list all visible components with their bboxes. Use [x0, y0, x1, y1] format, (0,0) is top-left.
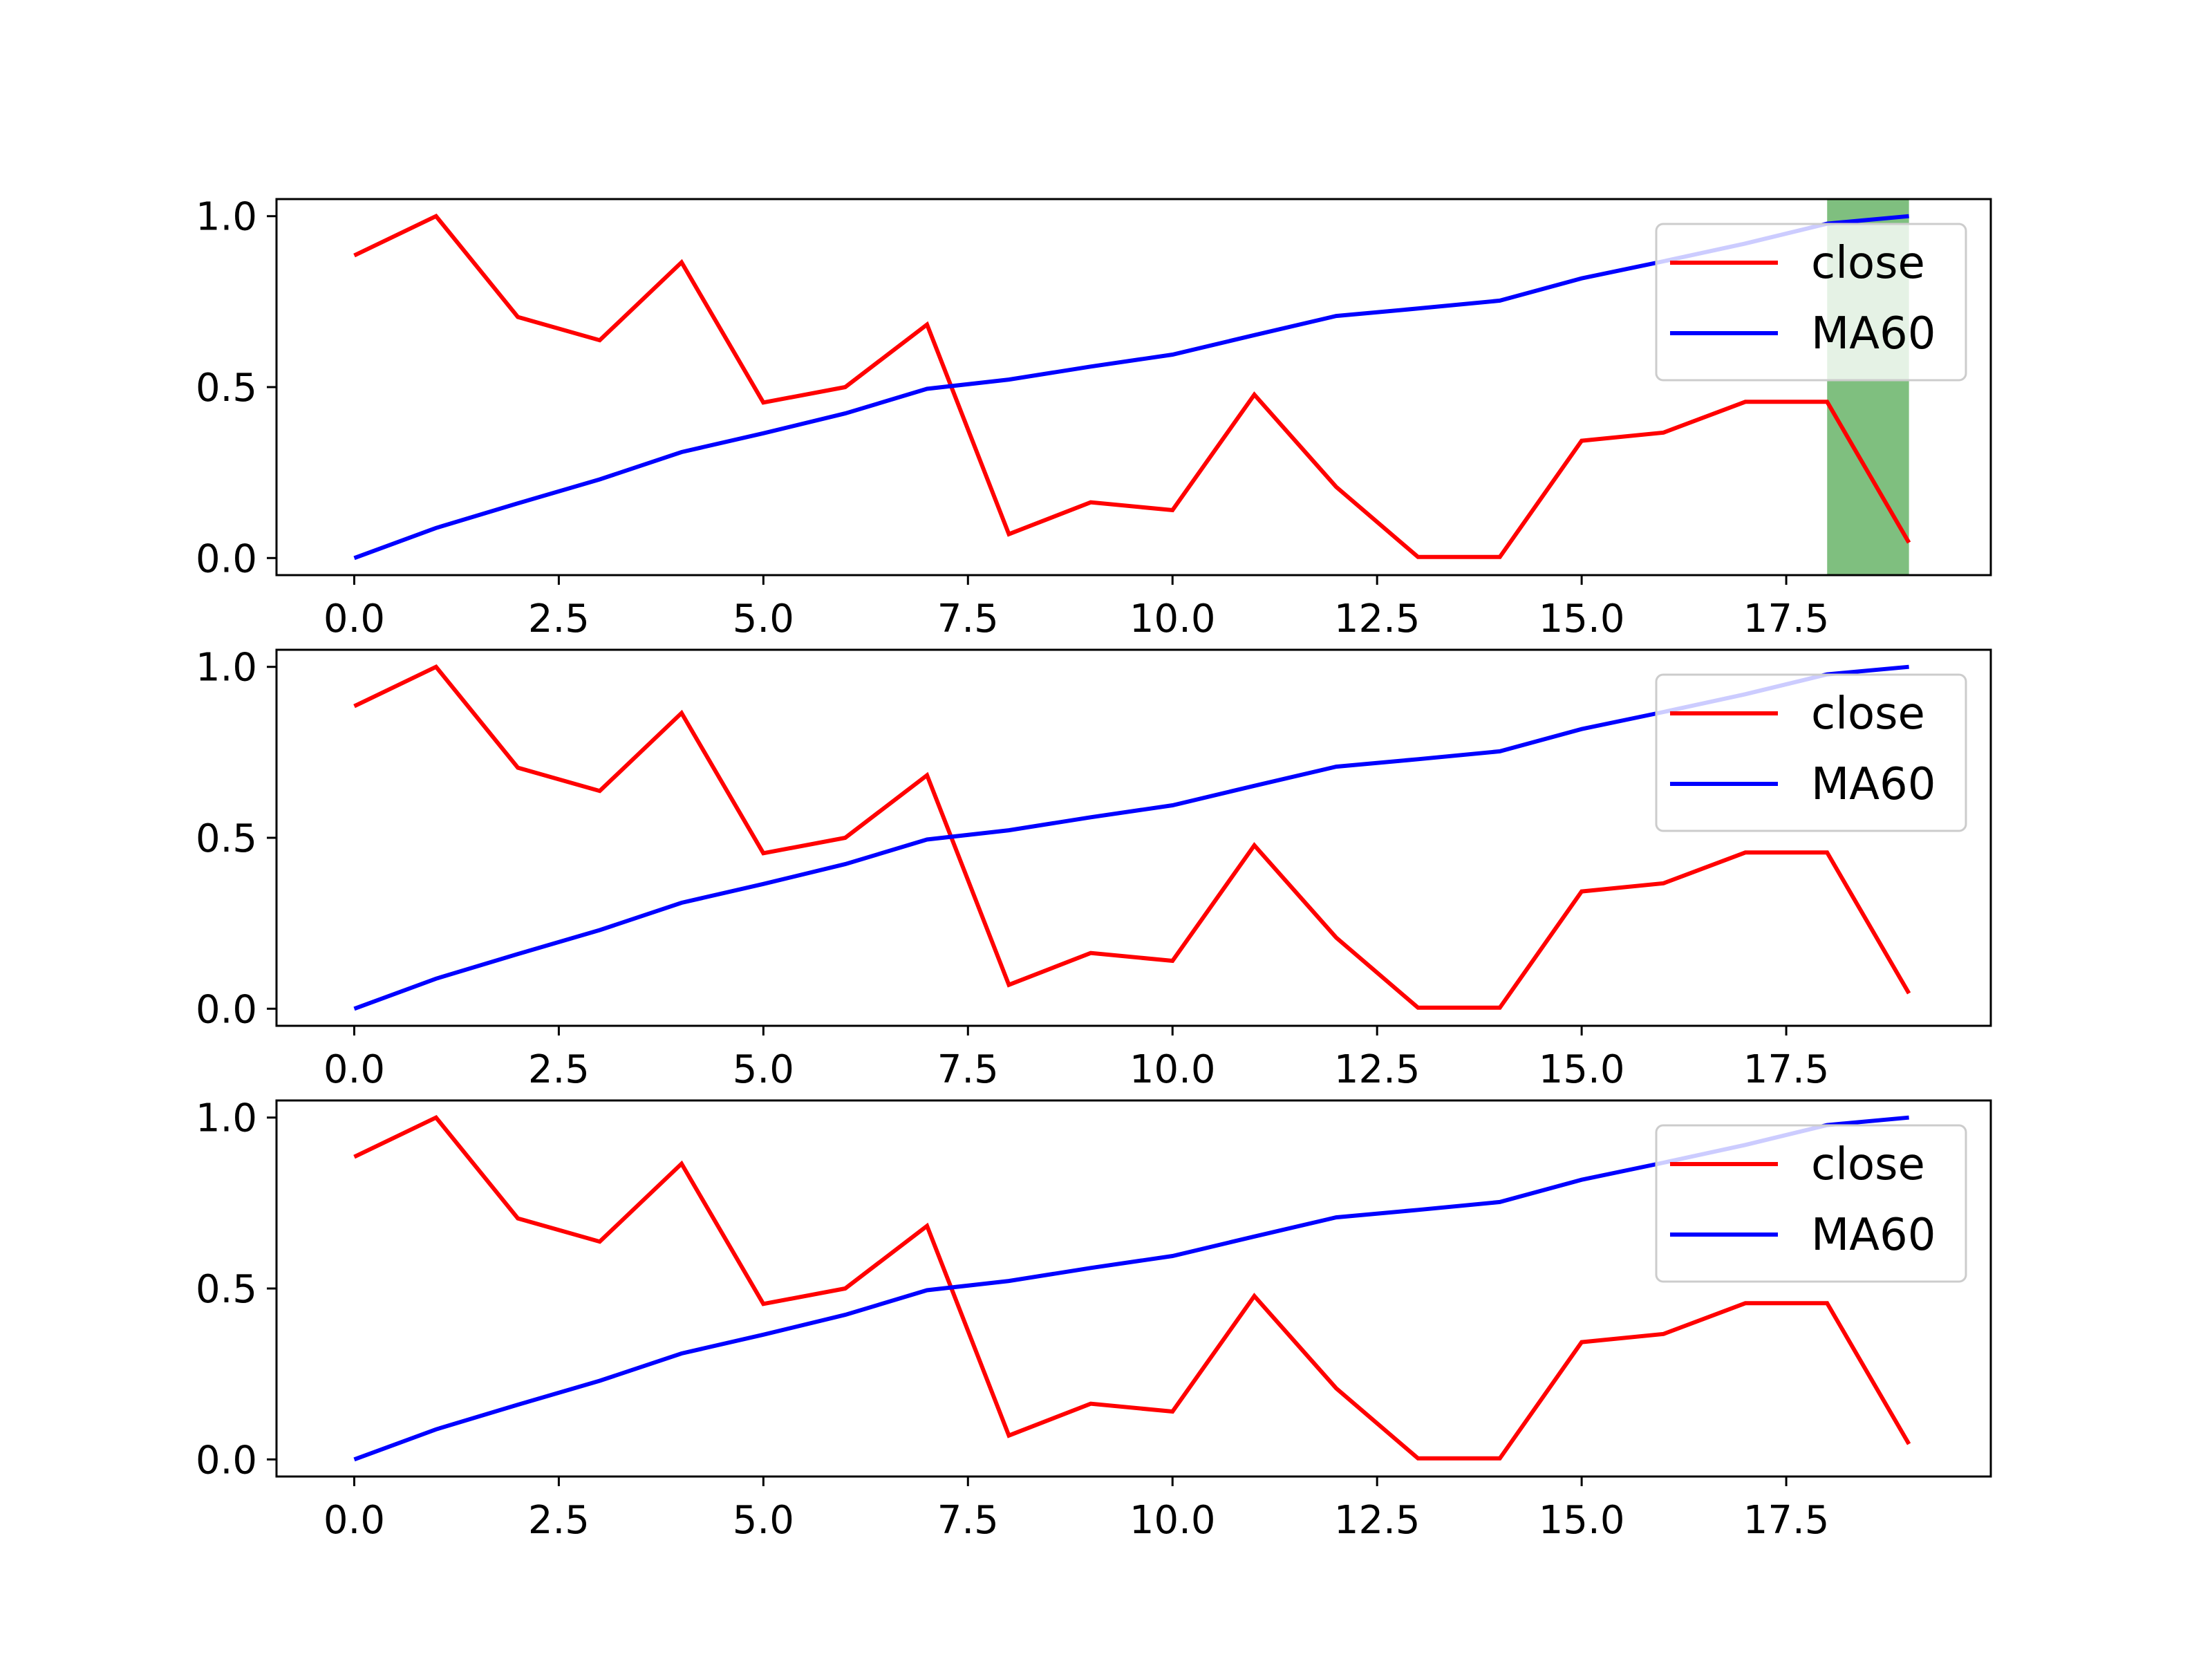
x-tick-label: 15.0: [1539, 1498, 1625, 1543]
x-tick-label: 7.5: [937, 1498, 999, 1543]
y-tick-label: 0.5: [196, 366, 257, 411]
y-tick-label: 0.0: [196, 1438, 257, 1483]
x-tick-label: 5.0: [733, 1498, 794, 1543]
x-tick-label: 10.0: [1130, 1498, 1216, 1543]
series-line-close: [353, 213, 1911, 559]
series-line-ma60: [353, 214, 1909, 561]
legend-label-ma60: MA60: [1811, 759, 1936, 810]
y-tick-label: 0.0: [196, 987, 257, 1032]
y-tick-label: 0.0: [196, 536, 257, 581]
legend: close MA60: [1655, 1124, 1967, 1283]
x-tick-label: 5.0: [733, 597, 794, 641]
legend-label-close: close: [1811, 688, 1925, 740]
x-tick-label: 0.0: [324, 597, 385, 641]
subplot-3: 0.0 2.5 5.0 7.5 10.0 12.5 15.0 17.5 0.0 0.5 1.0 clo…: [196, 1096, 1992, 1543]
legend: close MA60: [1655, 223, 1967, 382]
x-tick-label: 10.0: [1130, 597, 1216, 641]
x-tick-label: 7.5: [937, 597, 999, 641]
y-tick-label: 1.0: [196, 646, 257, 691]
legend-label-ma60: MA60: [1811, 1210, 1936, 1261]
x-tick-label: 10.0: [1130, 1047, 1216, 1092]
x-tick-label: 17.5: [1743, 597, 1830, 641]
x-tick-label: 7.5: [937, 1047, 999, 1092]
x-tick-label: 12.5: [1334, 1047, 1421, 1092]
x-tick-label: 2.5: [528, 1498, 590, 1543]
x-tick-label: 12.5: [1334, 597, 1421, 641]
subplot-1: 0.0 2.5 5.0 7.5 10.0 12.5 15.0 17.5 0.0 0.5 1.0 clo…: [196, 195, 1992, 641]
legend-label-close: close: [1811, 1139, 1925, 1190]
x-tick-label: 5.0: [733, 1047, 794, 1092]
y-tick-label: 0.5: [196, 1267, 257, 1312]
x-tick-label: 15.0: [1539, 597, 1625, 641]
series-line-close: [353, 664, 1911, 1010]
series-line-close: [353, 1114, 1911, 1461]
x-tick-label: 12.5: [1334, 1498, 1421, 1543]
legend-label-close: close: [1811, 238, 1925, 289]
x-tick-label: 0.0: [324, 1047, 385, 1092]
y-tick-label: 1.0: [196, 195, 257, 240]
x-tick-label: 17.5: [1743, 1498, 1830, 1543]
x-tick-label: 2.5: [528, 597, 590, 641]
x-tick-label: 15.0: [1539, 1047, 1625, 1092]
series-line-ma60: [353, 1115, 1909, 1462]
y-tick-label: 0.5: [196, 816, 257, 861]
legend-label-ma60: MA60: [1811, 308, 1936, 359]
x-tick-label: 17.5: [1743, 1047, 1830, 1092]
legend: close MA60: [1655, 673, 1967, 832]
subplot-2: 0.0 2.5 5.0 7.5 10.0 12.5 15.0 17.5 0.0 0.5 1.0 clo…: [196, 646, 1992, 1092]
x-tick-label: 2.5: [528, 1047, 590, 1092]
series-line-ma60: [353, 664, 1909, 1011]
y-tick-label: 1.0: [196, 1096, 257, 1141]
x-tick-label: 0.0: [324, 1498, 385, 1543]
